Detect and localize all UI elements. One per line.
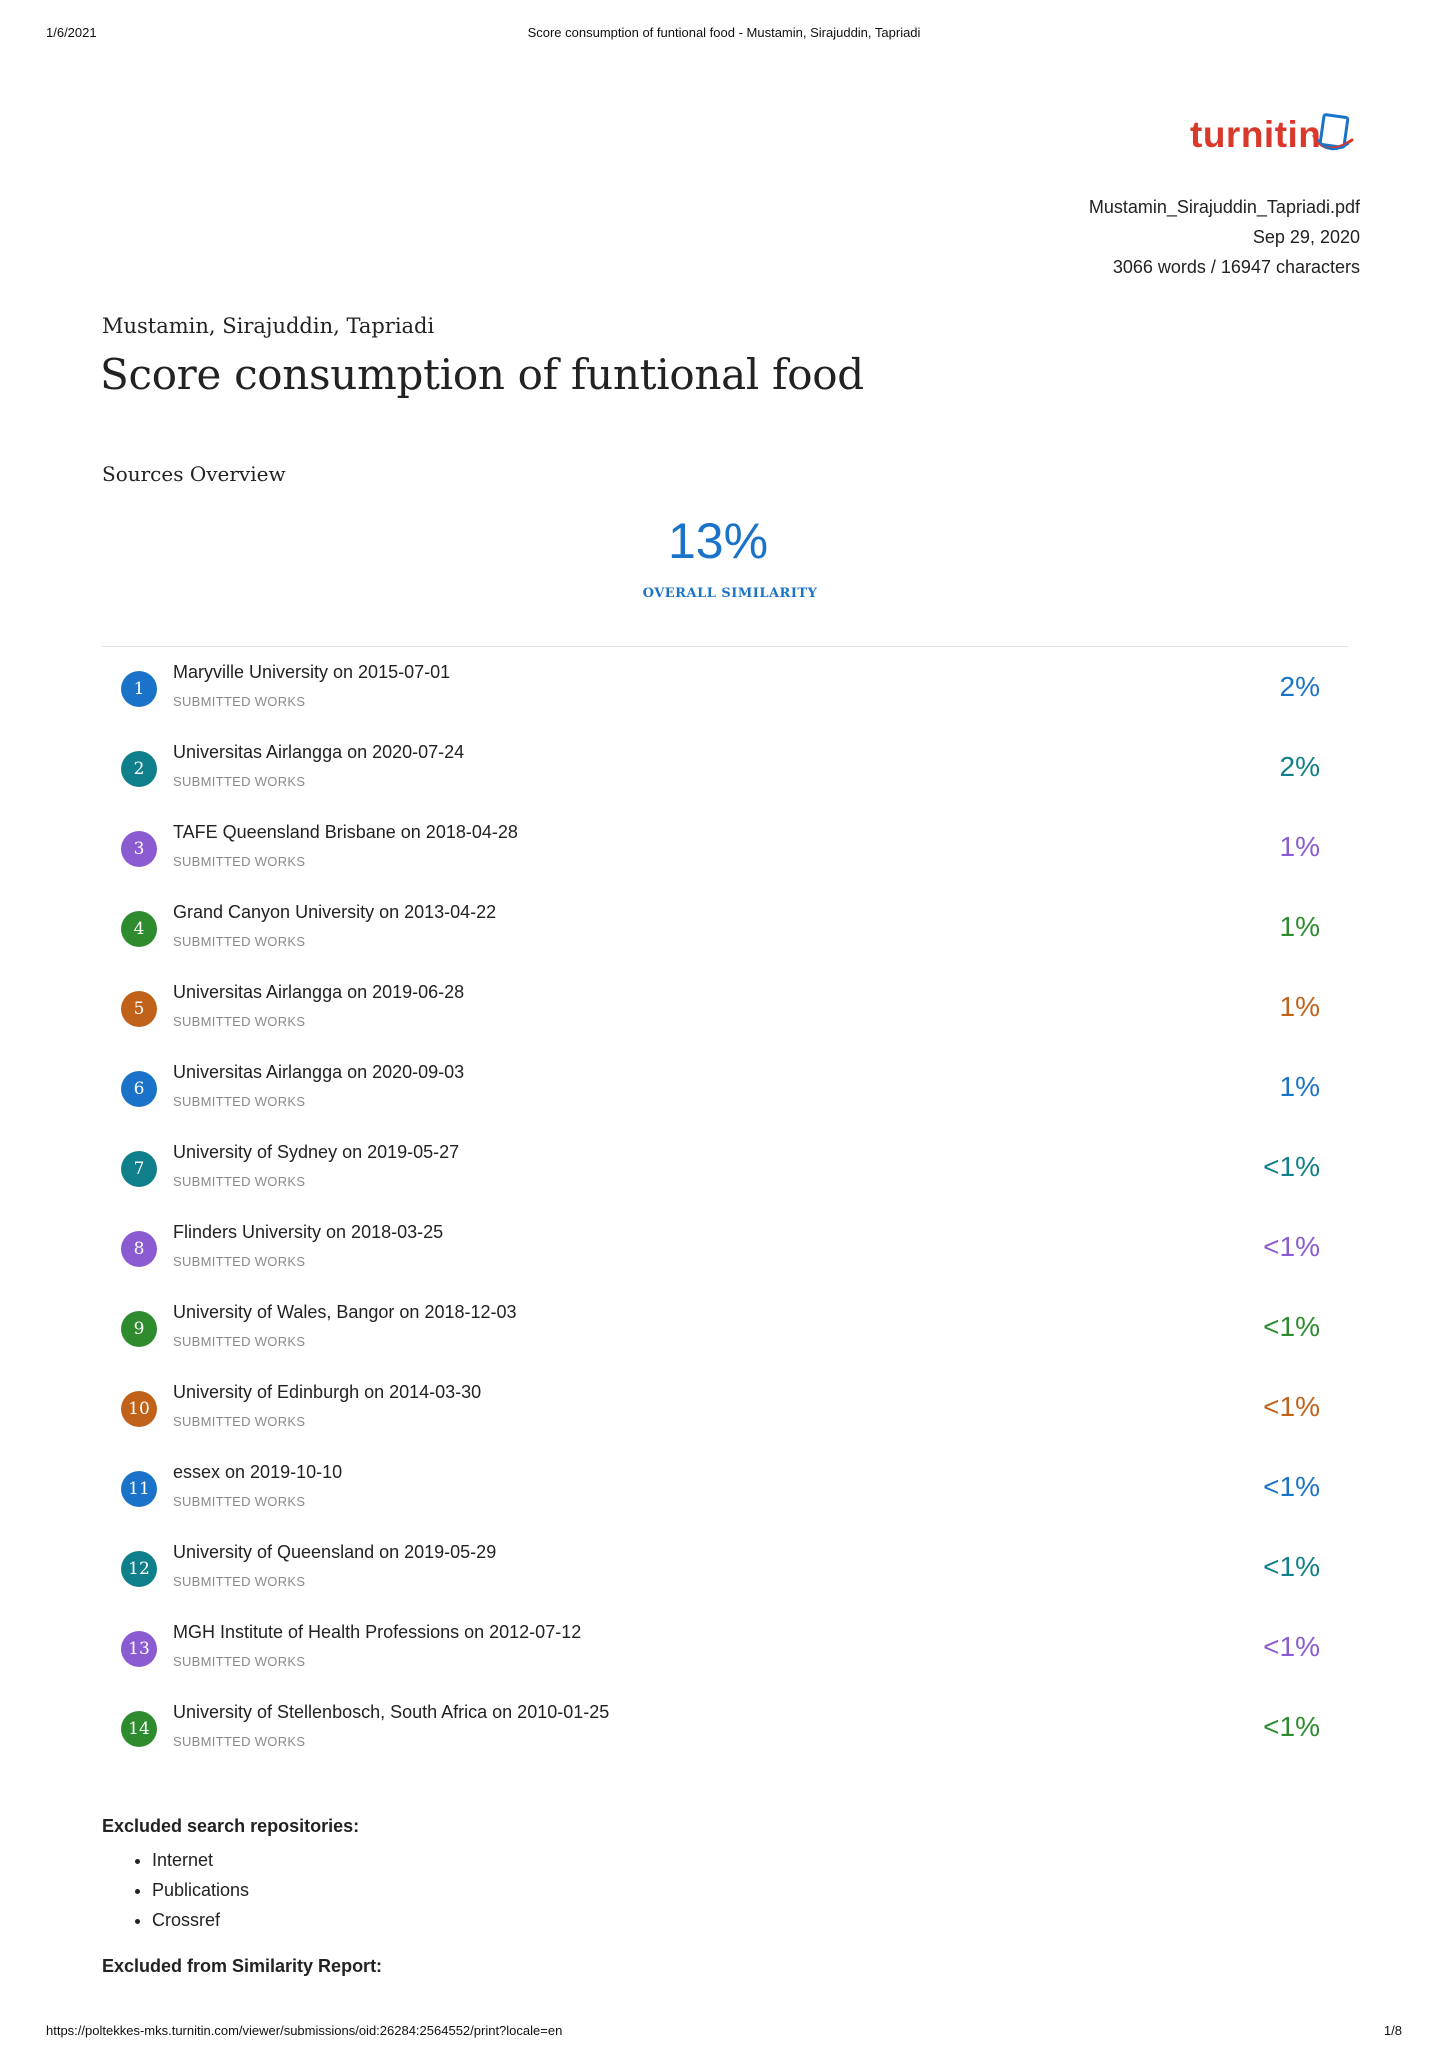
source-percent: 2% (1279, 751, 1320, 782)
source-percent: <1% (1263, 1631, 1320, 1662)
source-item[interactable]: 5 Universitas Airlangga on 2019-06-28 SUBM… (102, 976, 1348, 1056)
sources-list: 1 Maryville University on 2015-07-01 SUBMI… (102, 656, 1348, 1776)
overall-similarity-label: OVERALL SIMILARITY (642, 586, 818, 601)
source-name: Universitas Airlangga on 2019-06-28 (173, 982, 465, 1002)
source-number-badge: 11 (121, 1471, 157, 1507)
source-type: SUBMITTED WORKS (173, 1414, 306, 1429)
source-type: SUBMITTED WORKS (173, 1654, 306, 1669)
source-number-badge: 13 (121, 1631, 157, 1667)
source-name: University of Queensland on 2019-05-29 (173, 1542, 497, 1562)
source-item[interactable]: 13 MGH Institute of Health Professions on… (102, 1616, 1348, 1696)
source-percent: 2% (1279, 671, 1320, 702)
source-number-badge: 14 (121, 1711, 157, 1747)
source-name: University of Sydney on 2019-05-27 (173, 1142, 460, 1162)
print-footer: https://poltekkes-mks.turnitin.com/viewe… (46, 2023, 1402, 2043)
print-page-title: Score consumption of funtional food - Mu… (527, 25, 921, 40)
print-header: 1/6/2021 Score consumption of funtional … (46, 25, 1402, 45)
excluded-repositories: Excluded search repositories: InternetPu… (102, 1816, 359, 1935)
print-url: https://poltekkes-mks.turnitin.com/viewe… (46, 2023, 563, 2038)
source-type: SUBMITTED WORKS (173, 774, 306, 789)
sources-overview-heading: Sources Overview (102, 462, 286, 486)
source-number-badge: 5 (121, 991, 157, 1027)
source-percent: <1% (1263, 1471, 1320, 1502)
source-number-badge: 7 (121, 1151, 157, 1187)
source-number-badge: 10 (121, 1391, 157, 1427)
source-percent: <1% (1263, 1391, 1320, 1422)
file-counts: 3066 words / 16947 characters (1112, 257, 1360, 277)
file-metadata: Mustamin_Sirajuddin_Tapriadi.pdf Sep 29,… (1089, 192, 1360, 282)
source-percent: <1% (1263, 1151, 1320, 1182)
source-name: Universitas Airlangga on 2020-09-03 (173, 1062, 465, 1082)
source-percent: 1% (1279, 1071, 1320, 1102)
source-percent: 1% (1279, 991, 1320, 1022)
source-name: Universitas Airlangga on 2020-07-24 (173, 742, 465, 762)
source-item[interactable]: 4 Grand Canyon University on 2013-04-22 SU… (102, 896, 1348, 976)
source-number-badge: 2 (121, 751, 157, 787)
source-type: SUBMITTED WORKS (173, 1254, 306, 1269)
source-name: Grand Canyon University on 2013-04-22 (173, 902, 497, 922)
turnitin-logo: turnitin (1190, 110, 1360, 166)
source-name: MGH Institute of Health Professions on 2… (173, 1622, 582, 1642)
source-name: essex on 2019-10-10 (173, 1462, 343, 1482)
excluded-repository-item: Crossref (152, 1905, 359, 1935)
source-item[interactable]: 3 TAFE Queensland Brisbane on 2018-04-28 S… (102, 816, 1348, 896)
source-percent: <1% (1263, 1231, 1320, 1262)
logo-text: turnitin (1190, 114, 1322, 155)
source-item[interactable]: 10 University of Edinburgh on 2014-03-30 S… (102, 1376, 1348, 1456)
source-type: SUBMITTED WORKS (173, 934, 306, 949)
source-type: SUBMITTED WORKS (173, 1014, 306, 1029)
excluded-repositories-heading: Excluded search repositories: (102, 1816, 360, 1836)
excluded-from-report-heading: Excluded from Similarity Report: (102, 1956, 383, 1976)
source-item[interactable]: 2 Universitas Airlangga on 2020-07-24 SUBM… (102, 736, 1348, 816)
source-type: SUBMITTED WORKS (173, 854, 306, 869)
source-percent: <1% (1263, 1711, 1320, 1742)
divider (102, 646, 1348, 647)
source-name: TAFE Queensland Brisbane on 2018-04-28 (173, 822, 518, 842)
source-percent: <1% (1263, 1311, 1320, 1342)
excluded-repositories-list: InternetPublicationsCrossref (102, 1845, 359, 1935)
file-date: Sep 29, 2020 (1252, 227, 1360, 247)
overall-similarity: 13% OVERALL SIMILARITY (0, 512, 1448, 601)
source-type: SUBMITTED WORKS (173, 1734, 306, 1749)
source-name: University of Stellenbosch, South Africa… (173, 1702, 610, 1722)
source-item[interactable]: 8 Flinders University on 2018-03-25 SUBMIT… (102, 1216, 1348, 1296)
source-number-badge: 6 (121, 1071, 157, 1107)
authors: Mustamin, Sirajuddin, Tapriadi (102, 314, 435, 338)
print-page-number: 1/8 (1383, 2023, 1402, 2038)
source-type: SUBMITTED WORKS (173, 1094, 306, 1109)
source-item[interactable]: 11 essex on 2019-10-10 SUBMITTED WORKS <1% (102, 1456, 1348, 1536)
source-name: University of Wales, Bangor on 2018-12-0… (173, 1302, 517, 1322)
turnitin-document-icon (1312, 113, 1354, 151)
source-number-badge: 4 (121, 911, 157, 947)
source-name: University of Edinburgh on 2014-03-30 (173, 1382, 482, 1402)
source-type: SUBMITTED WORKS (173, 1494, 306, 1509)
file-name: Mustamin_Sirajuddin_Tapriadi.pdf (1088, 197, 1360, 217)
source-number-badge: 9 (121, 1311, 157, 1347)
excluded-repository-item: Internet (152, 1845, 359, 1875)
source-percent: 1% (1279, 911, 1320, 942)
source-item[interactable]: 6 Universitas Airlangga on 2020-09-03 SUBM… (102, 1056, 1348, 1136)
source-item[interactable]: 12 University of Queensland on 2019-05-29… (102, 1536, 1348, 1616)
source-type: SUBMITTED WORKS (173, 694, 306, 709)
print-date: 1/6/2021 (46, 25, 97, 40)
source-number-badge: 8 (121, 1231, 157, 1267)
source-percent: 1% (1279, 831, 1320, 862)
source-type: SUBMITTED WORKS (173, 1174, 306, 1189)
source-name: Flinders University on 2018-03-25 (173, 1222, 444, 1242)
source-item[interactable]: 1 Maryville University on 2015-07-01 SUBMI… (102, 656, 1348, 736)
source-item[interactable]: 14 University of Stellenbosch, South Afri… (102, 1696, 1348, 1776)
source-item[interactable]: 7 University of Sydney on 2019-05-27 SUBMI… (102, 1136, 1348, 1216)
overall-similarity-value: 13% (667, 513, 769, 569)
source-item[interactable]: 9 University of Wales, Bangor on 2018-12-… (102, 1296, 1348, 1376)
source-number-badge: 3 (121, 831, 157, 867)
document-title: Score consumption of funtional food (100, 350, 864, 399)
source-number-badge: 12 (121, 1551, 157, 1587)
source-type: SUBMITTED WORKS (173, 1574, 306, 1589)
source-type: SUBMITTED WORKS (173, 1334, 306, 1349)
source-percent: <1% (1263, 1551, 1320, 1582)
source-name: Maryville University on 2015-07-01 (173, 662, 451, 682)
excluded-repository-item: Publications (152, 1875, 359, 1905)
source-number-badge: 1 (121, 671, 157, 707)
